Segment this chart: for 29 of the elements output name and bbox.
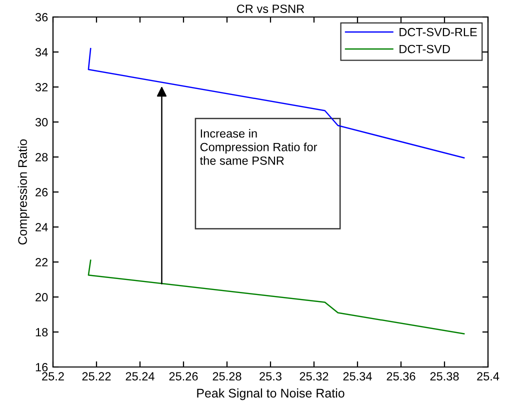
y-tick-label: 18 (36, 328, 48, 336)
y-tick-label: 28 (36, 153, 48, 162)
x-tick-label: 25.36 (386, 372, 416, 381)
x-tick-label: 25.38 (430, 372, 459, 381)
legend-label: DCT-SVD-RLE (400, 28, 477, 36)
annotation: Increase in Compression Ratio for the same PSNR (200, 129, 318, 165)
x-tick-label: 25.26 (169, 372, 198, 381)
chart-title: CR vs PSNR (236, 4, 304, 13)
y-tick-label: 16 (36, 363, 48, 372)
x-tick-label: 25.34 (343, 372, 372, 381)
x-axis-title: Peak Signal to Noise Ratio (197, 388, 344, 400)
x-tick-label: 25.4 (477, 372, 500, 381)
x-tick-label: 25.32 (300, 372, 328, 381)
y-tick-label: 24 (36, 223, 48, 232)
y-tick-label: 30 (35, 118, 48, 126)
y-tick-label: 26 (36, 188, 48, 196)
x-tick-label: 25.3 (260, 372, 282, 381)
y-tick-label: 36 (35, 13, 48, 22)
line-series (88, 260, 465, 334)
y-axis-title: Compression Ratio (18, 139, 30, 245)
y-tick-label: 20 (36, 293, 48, 302)
y-tick-label: 34 (35, 48, 48, 56)
y-tick-label: 22 (36, 258, 48, 266)
x-tick-label: 25.2 (42, 372, 64, 381)
legend-label: DCT-SVD (400, 44, 450, 54)
x-tick-label: 25.28 (212, 372, 242, 381)
x-tick-label: 25.24 (126, 372, 154, 381)
y-tick-label: 32 (35, 83, 48, 92)
x-tick-label: 25.22 (82, 372, 111, 381)
